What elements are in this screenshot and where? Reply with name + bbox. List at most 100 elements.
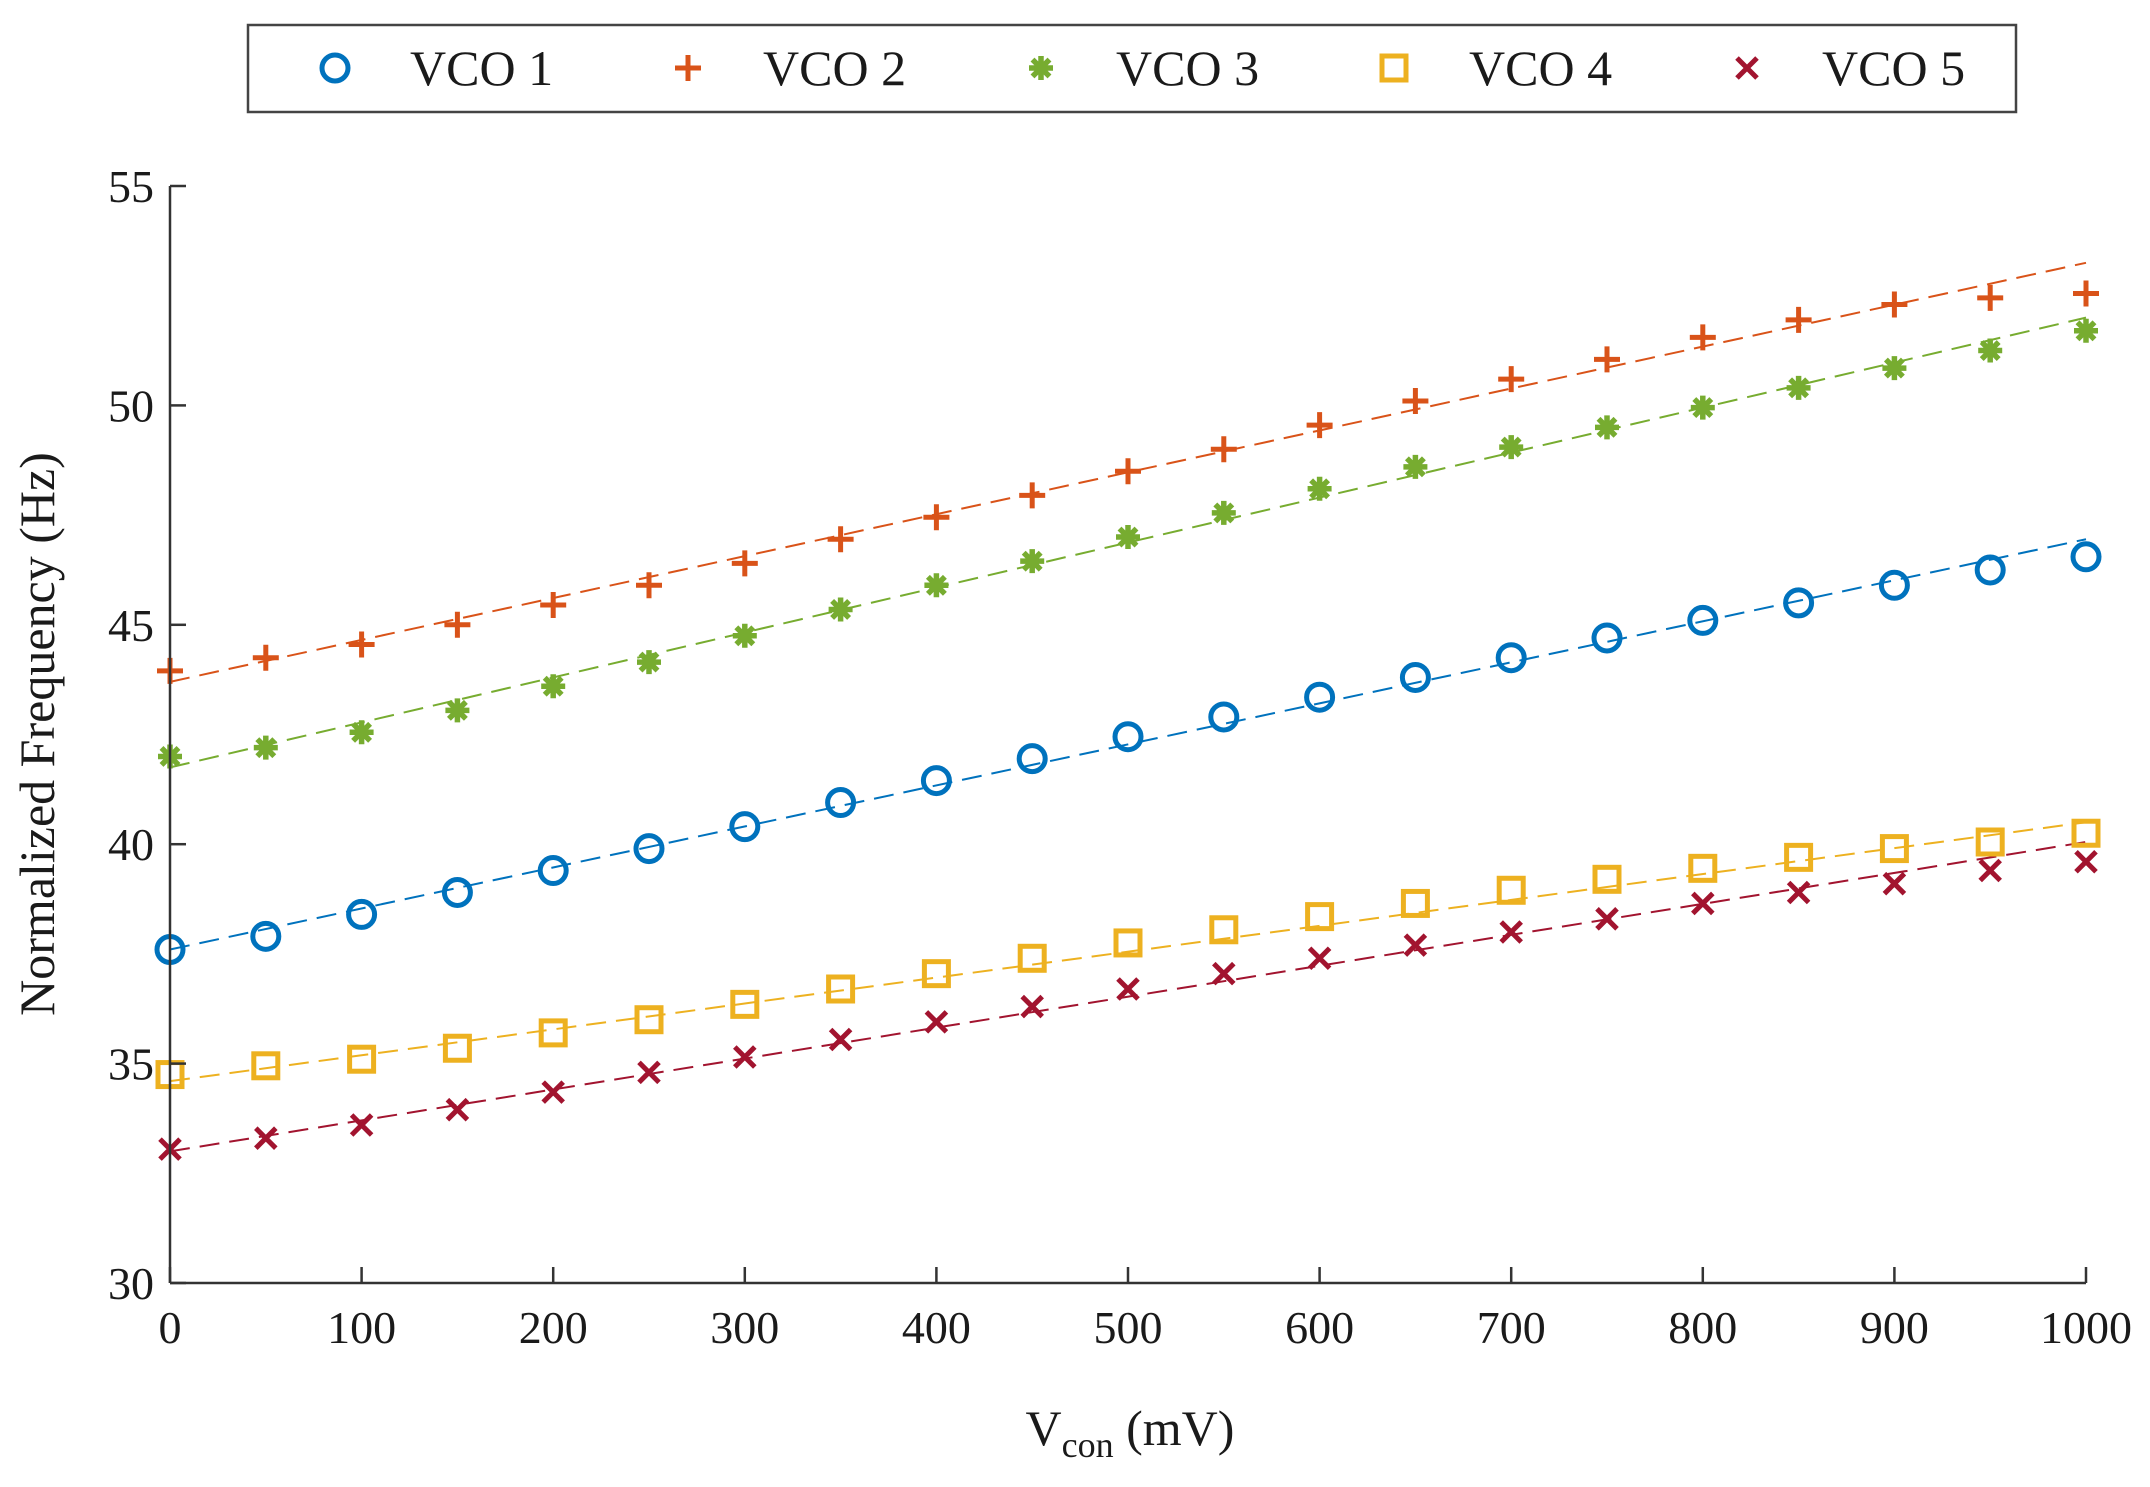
- data-point: [541, 674, 566, 699]
- x-ticks: 0 100 200 300 400 500 600 700 800 900 1000: [159, 1267, 2132, 1353]
- y-ticks: 30 35 40 45 50 55: [108, 161, 186, 1309]
- data-point: [1403, 933, 1428, 957]
- data-point: [347, 1044, 377, 1074]
- data-point: [1687, 604, 1719, 636]
- data-point: [924, 1010, 949, 1034]
- fit-line-vco-2: [169, 261, 2087, 683]
- x-tick-label: 0: [159, 1302, 182, 1353]
- data-point: [2070, 541, 2102, 573]
- data-point: [444, 611, 471, 638]
- data-point: [1881, 291, 1908, 318]
- data-point: [633, 833, 665, 865]
- data-point: [1878, 569, 1910, 601]
- y-tick-label: 55: [108, 161, 154, 212]
- data-point: [825, 787, 857, 819]
- data-point: [1786, 375, 1811, 400]
- data-point: [729, 811, 761, 843]
- data-point: [1784, 842, 1814, 872]
- legend-label: VCO 1: [410, 40, 553, 96]
- x-tick-label: 700: [1477, 1302, 1546, 1353]
- data-point: [923, 504, 950, 531]
- data-point: [253, 735, 278, 760]
- legend-entry-vco-5: VCO 5: [1735, 40, 1965, 96]
- x-tick-label: 400: [902, 1302, 971, 1353]
- data-point: [537, 855, 569, 887]
- data-point: [540, 592, 567, 619]
- legend-marker: [1029, 56, 1053, 80]
- data-point: [1306, 412, 1333, 439]
- data-point: [1499, 435, 1524, 460]
- data-point: [445, 698, 470, 723]
- y-tick-label: 45: [108, 600, 154, 651]
- data-point: [2074, 318, 2098, 343]
- legend-entry-vco-3: VCO 3: [1029, 40, 1259, 96]
- data-point: [1112, 721, 1144, 753]
- data-point: [1402, 388, 1429, 415]
- data-point: [251, 1051, 281, 1081]
- legend-label: VCO 2: [763, 40, 906, 96]
- fit-line-vco-5: [169, 841, 2087, 1153]
- x-tick-label: 800: [1668, 1302, 1737, 1353]
- y-tick-label: 50: [108, 380, 154, 431]
- plot-area: [154, 261, 2102, 1161]
- data-point: [1211, 500, 1236, 525]
- data-point: [1591, 622, 1623, 654]
- data-point: [1499, 920, 1523, 944]
- series-vco-3: [158, 318, 2098, 769]
- data-point: [1786, 880, 1811, 905]
- legend-label: VCO 4: [1469, 40, 1612, 96]
- data-point: [1785, 306, 1812, 333]
- data-point: [1019, 482, 1046, 509]
- data-point: [1403, 454, 1428, 479]
- data-point: [1974, 554, 2006, 586]
- y-tick-label: 35: [108, 1039, 154, 1090]
- legend-entry-vco-2: VCO 2: [675, 40, 906, 96]
- data-point: [349, 720, 374, 745]
- data-point: [1209, 915, 1239, 945]
- series-vco-4: [155, 818, 2101, 1090]
- y-axis-title: Normalized Frequency (Hz): [9, 452, 65, 1016]
- data-point: [1978, 338, 2003, 363]
- data-point: [1016, 743, 1048, 775]
- legend-box: [246, 23, 2018, 114]
- data-point: [349, 1113, 374, 1137]
- data-point: [731, 550, 758, 577]
- data-point: [826, 974, 856, 1004]
- data-point: [1210, 436, 1237, 463]
- data-point: [445, 1097, 470, 1122]
- legend-marker: [1735, 56, 1759, 80]
- legend-entry-vco-4: VCO 4: [1379, 40, 1612, 96]
- data-point: [732, 623, 757, 648]
- legend-marker: [1379, 53, 1409, 83]
- data-point: [1592, 864, 1622, 894]
- data-point: [1307, 476, 1332, 501]
- data-point: [1783, 587, 1815, 619]
- x-tick-label: 200: [519, 1302, 588, 1353]
- data-point: [1208, 701, 1240, 733]
- data-point: [1212, 961, 1236, 986]
- data-point: [1975, 827, 2005, 857]
- data-point: [1305, 902, 1335, 932]
- series-vco-5: [158, 849, 2098, 1161]
- data-point: [538, 1018, 568, 1048]
- legend-marker: [675, 55, 701, 81]
- data-point: [442, 1033, 472, 1063]
- data-point: [1882, 356, 1907, 381]
- fit-lines: [169, 261, 2087, 1153]
- data-point: [541, 1080, 565, 1104]
- data-point: [2071, 818, 2101, 848]
- y-tick-label: 40: [108, 819, 154, 870]
- legend-entry-vco-1: VCO 1: [319, 40, 553, 96]
- data-point: [827, 526, 854, 553]
- data-point: [1977, 284, 2004, 311]
- data-point: [2073, 280, 2099, 307]
- data-point: [1116, 525, 1140, 550]
- data-point: [1304, 681, 1336, 713]
- data-point: [348, 631, 375, 658]
- data-point: [1595, 415, 1619, 440]
- data-point: [924, 573, 949, 598]
- data-point: [250, 920, 282, 952]
- data-point: [730, 989, 760, 1019]
- legend-label: VCO 5: [1822, 40, 1965, 96]
